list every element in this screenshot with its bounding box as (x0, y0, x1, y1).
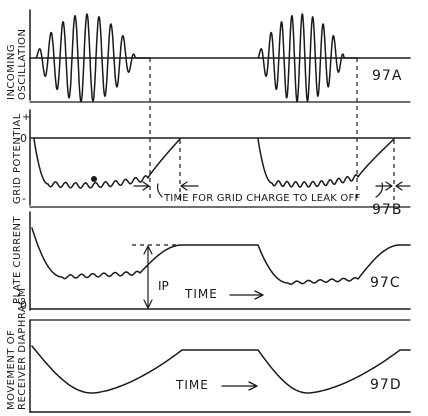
panel-97d: MOVEMENT OF RECEIVER DIAPHRAGM TIME 97D (6, 288, 411, 413)
panel-97b-minus-mark: - (22, 192, 26, 205)
panel-97d-time-label: TIME (175, 378, 209, 392)
panel-97a-ylabel-line2: OSCILLATION (17, 29, 28, 101)
grid-potential-curve-1 (33, 138, 181, 189)
panel-97b-plus-mark: + (22, 112, 30, 123)
leak-off-label: TIME FOR GRID CHARGE TO LEAK OFF (163, 193, 360, 204)
leak-label-hook-2 (375, 182, 383, 198)
plate-current-curve (31, 227, 411, 286)
leak-arrow-right-2 (395, 181, 411, 191)
panel-97b-tag: 97B (372, 202, 402, 218)
dashed-guides (132, 58, 395, 246)
panel-97c-tag: 97C (370, 275, 401, 291)
panel-97b-ylabel: GRID POTENTIAL (12, 113, 23, 204)
leak-arrow-left-2 (375, 181, 393, 191)
grid-potential-dot (91, 176, 97, 182)
panel-97d-ylabel-line1: MOVEMENT OF (6, 330, 17, 410)
oscillation-burst-1 (35, 13, 151, 103)
panel-97a: INCOMING OSCILLATION 97A (6, 9, 411, 103)
grid-potential-curve-2 (257, 138, 395, 188)
panel-97b: 0 + - GRID POTENTIAL TIME FOR GRID CHARG… (12, 109, 411, 218)
panel-97d-tag: 97D (370, 377, 402, 393)
panel-97b-zero-mark: 0 (20, 132, 27, 145)
panel-97c-time-label: TIME (184, 287, 218, 301)
panel-97d-time-arrow (221, 381, 258, 391)
panel-97c: IP 0 PLATE CURRENT TIME 97C (12, 211, 411, 312)
oscillation-burst-2 (257, 13, 358, 103)
ip-arrow-head-top (143, 245, 153, 255)
ip-arrow-head-bottom (143, 299, 153, 309)
leak-label-hook (156, 183, 163, 198)
panel-97c-time-arrow (229, 290, 264, 300)
panel-97a-ylabel-line1: INCOMING (6, 44, 17, 100)
leak-arrow-right-1 (180, 181, 199, 191)
ip-label: IP (158, 279, 169, 293)
panel-97a-tag: 97A (372, 68, 402, 84)
panel-97c-zero-mark: 0 (20, 299, 27, 312)
leak-arrow-left-1 (133, 181, 150, 191)
panel-97d-ylabel-line2: RECEIVER DIAPHRAGM (17, 288, 28, 410)
panel-97c-ylabel: PLATE CURRENT (12, 216, 23, 304)
diaphragm-movement-curve (31, 345, 411, 394)
